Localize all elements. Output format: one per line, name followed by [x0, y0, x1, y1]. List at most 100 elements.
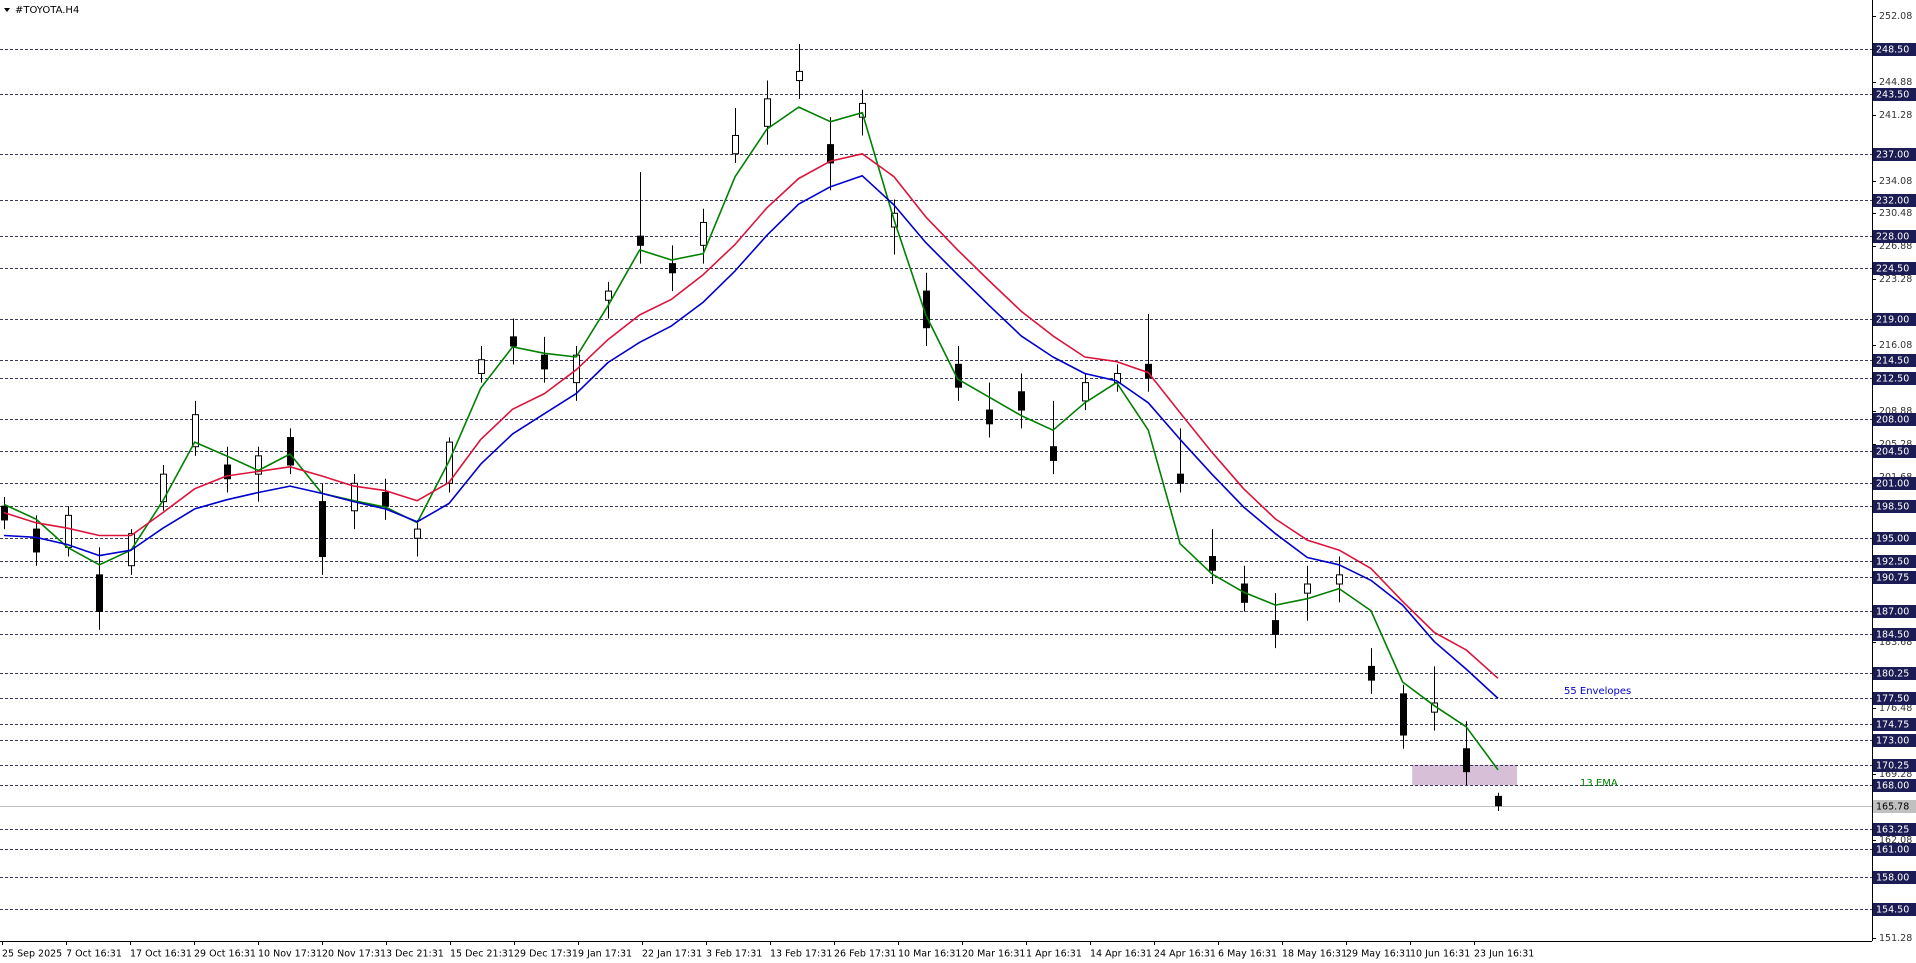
- level-label: 237.00: [1876, 150, 1909, 161]
- candle-body: [446, 441, 453, 484]
- level-label-box: [1873, 148, 1916, 161]
- level-label: 180.25: [1876, 669, 1909, 680]
- indicator-line: [3, 106, 1499, 771]
- candle-body: [637, 235, 644, 246]
- x-tick-label: 20 Mar 16:31: [962, 949, 1025, 960]
- level-label-box: [1873, 779, 1916, 792]
- symbol-menu-icon[interactable]: [4, 8, 10, 12]
- level-label-box: [1873, 692, 1916, 705]
- candle-body: [287, 437, 294, 466]
- level-label-box: [1873, 871, 1916, 884]
- x-tick-label: 3 Feb 17:31: [706, 949, 762, 960]
- y-tick-label: 241.28: [1879, 110, 1912, 121]
- x-tick-label: 10 Jun 16:31: [1410, 949, 1470, 960]
- x-tick-label: 9 Jan 17:31: [578, 949, 632, 960]
- candle-body: [1177, 473, 1184, 484]
- level-label: 232.00: [1876, 196, 1909, 207]
- y-tick-label: 176.48: [1879, 703, 1912, 714]
- level-label: 204.50: [1876, 447, 1909, 458]
- y-tick-label: 151.28: [1879, 933, 1912, 944]
- y-tick-label: 208.88: [1879, 406, 1912, 417]
- level-label: 198.50: [1876, 502, 1909, 513]
- level-label: 195.00: [1876, 534, 1909, 545]
- candle-body: [1272, 620, 1279, 635]
- candle-body: [319, 501, 326, 558]
- candle-body: [255, 455, 262, 475]
- indicator-line: [3, 153, 1499, 679]
- x-tick-label: 7 Oct 16:31: [66, 949, 122, 960]
- candle-body: [382, 491, 389, 507]
- indicator-line: [3, 175, 1499, 699]
- level-label: 187.00: [1876, 607, 1909, 618]
- level-label-box: [1873, 555, 1916, 568]
- candle-body: [669, 263, 676, 274]
- level-label: 214.50: [1876, 356, 1909, 367]
- level-label-box: [1873, 230, 1916, 243]
- level-label-box: [1873, 843, 1916, 856]
- candle-body: [1495, 795, 1502, 807]
- level-label-box: [1873, 262, 1916, 275]
- level-label: 212.50: [1876, 374, 1909, 385]
- axes: 252.08 244.88 241.28 234.08 230.48 226.88 223.…: [2, 11, 1916, 960]
- level-label: 168.00: [1876, 781, 1909, 792]
- y-tick-label: 252.08: [1879, 11, 1912, 22]
- candle-body: [764, 98, 771, 127]
- y-tick-label: 162.08: [1879, 835, 1912, 846]
- candle-body: [827, 144, 834, 164]
- candle-body: [732, 134, 739, 155]
- level-label: 170.25: [1876, 761, 1909, 772]
- y-tick-label: 183.68: [1879, 637, 1912, 648]
- x-tick-label: 25 Sep 2025: [2, 949, 62, 960]
- x-tick-label: 10 Mar 16:31: [898, 949, 961, 960]
- level-label: 163.25: [1876, 825, 1909, 836]
- candle-body: [700, 221, 707, 246]
- zone: [1412, 764, 1518, 786]
- x-tick-label: 10 Nov 17:31: [258, 949, 322, 960]
- x-tick-label: 29 Dec 17:31: [514, 949, 578, 960]
- level-label: 208.00: [1876, 415, 1909, 426]
- level-label: 161.00: [1876, 845, 1909, 856]
- candle-body: [192, 414, 199, 448]
- level-label: 248.50: [1876, 45, 1909, 56]
- candle-body: [796, 70, 803, 82]
- x-tick-label: 22 Jan 17:31: [642, 949, 702, 960]
- x-tick-label: 15 Dec 21:31: [450, 949, 514, 960]
- x-tick-label: 14 Apr 16:31: [1090, 949, 1152, 960]
- level-label: 201.00: [1876, 479, 1909, 490]
- x-tick-label: 17 Oct 16:31: [130, 949, 192, 960]
- y-tick-label: 216.08: [1879, 340, 1912, 351]
- level-label-box: [1873, 445, 1916, 458]
- y-tick-label: 230.48: [1879, 208, 1912, 219]
- candle-body: [1400, 693, 1407, 736]
- level-label-box: [1873, 372, 1916, 385]
- y-tick-label: 223.28: [1879, 274, 1912, 285]
- level-label-box: [1873, 823, 1916, 836]
- ema-annotation: 13 EMA: [1580, 778, 1618, 789]
- y-tick-label: 244.88: [1879, 77, 1912, 88]
- candle-body: [510, 336, 517, 347]
- candle-body: [1209, 556, 1216, 571]
- level-label: 177.50: [1876, 694, 1909, 705]
- level-label-box: [1873, 477, 1916, 490]
- candle-body: [224, 464, 231, 480]
- candle-body: [351, 482, 358, 512]
- envelopes-annotation: 55 Envelopes: [1564, 686, 1631, 697]
- candle-body: [414, 528, 421, 539]
- x-tick-label: 20 Nov 17:31: [322, 949, 386, 960]
- level-label: 192.50: [1876, 557, 1909, 568]
- y-tick-label: 205.28: [1879, 439, 1912, 450]
- level-label: 219.00: [1876, 315, 1909, 326]
- level-label-box: [1873, 413, 1916, 426]
- level-label: 243.50: [1876, 90, 1909, 101]
- candle-body: [605, 290, 612, 301]
- current-price-box: [1873, 800, 1916, 813]
- candle-body: [478, 359, 485, 374]
- x-tick-label: 13 Feb 17:31: [770, 949, 832, 960]
- level-label-box: [1873, 903, 1916, 916]
- level-label-box: [1873, 194, 1916, 207]
- candle-body: [33, 528, 40, 553]
- y-tick-label: 169.28: [1879, 769, 1912, 780]
- level-label: 184.50: [1876, 630, 1909, 641]
